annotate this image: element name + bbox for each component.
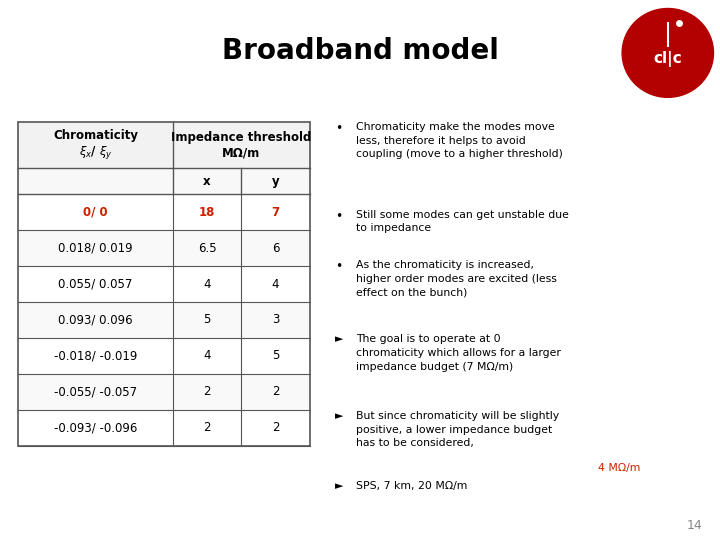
Text: 4 MΩ/m: 4 MΩ/m [598, 463, 640, 472]
Circle shape [662, 47, 674, 59]
Text: 0/ 0: 0/ 0 [83, 206, 108, 219]
Circle shape [625, 11, 711, 94]
Text: 4: 4 [203, 349, 211, 362]
Bar [18, 338, 310, 374]
Text: ►: ► [335, 334, 343, 345]
Circle shape [654, 39, 682, 66]
Text: 5: 5 [203, 314, 211, 327]
Circle shape [645, 31, 690, 75]
Circle shape [657, 43, 678, 63]
Text: CERN: CERN [25, 21, 55, 31]
Text: x: x [203, 175, 211, 188]
Text: SPS, 7 km, 20 MΩ/m: SPS, 7 km, 20 MΩ/m [356, 481, 468, 491]
Text: 7: 7 [271, 206, 279, 219]
Text: Chromaticity
$\xi_x$/ $\xi_y$: Chromaticity $\xi_x$/ $\xi_y$ [53, 129, 138, 161]
Text: Chromaticity make the modes move
less, therefore it helps to avoid
coupling (mov: Chromaticity make the modes move less, t… [356, 122, 563, 159]
Text: 6.5: 6.5 [198, 242, 216, 255]
Bar [18, 122, 310, 168]
Circle shape [629, 15, 707, 91]
Circle shape [651, 37, 685, 69]
Circle shape [656, 41, 680, 65]
Text: 4: 4 [203, 278, 211, 291]
Circle shape [639, 25, 697, 81]
Text: •: • [335, 122, 342, 136]
Circle shape [652, 38, 683, 68]
Text: 18: 18 [199, 206, 215, 219]
Text: 6: 6 [271, 242, 279, 255]
Bar [18, 194, 310, 231]
Circle shape [659, 44, 677, 62]
Text: Broadband model: Broadband model [222, 37, 498, 65]
Text: cl|c: cl|c [654, 51, 682, 66]
Bar [18, 266, 310, 302]
Circle shape [644, 29, 692, 77]
Circle shape [649, 35, 686, 71]
Text: ►: ► [335, 481, 343, 491]
Text: 0.055/ 0.057: 0.055/ 0.057 [58, 278, 132, 291]
Bar [18, 231, 310, 266]
Bar [18, 410, 310, 446]
Text: 2: 2 [271, 421, 279, 434]
Text: ►: ► [335, 411, 343, 421]
Text: 3: 3 [271, 314, 279, 327]
Text: •: • [335, 260, 342, 273]
Text: 0.093/ 0.096: 0.093/ 0.096 [58, 314, 132, 327]
Text: The goal is to operate at 0
chromaticity which allows for a larger
impedance bud: The goal is to operate at 0 chromaticity… [356, 334, 562, 372]
Circle shape [633, 19, 703, 87]
Text: 5: 5 [271, 349, 279, 362]
Bar [18, 122, 310, 446]
Text: 14: 14 [686, 519, 702, 532]
Text: -0.055/ -0.057: -0.055/ -0.057 [54, 385, 137, 398]
Circle shape [624, 10, 712, 96]
Circle shape [660, 45, 675, 60]
Circle shape [631, 17, 704, 89]
Bar [18, 374, 310, 410]
Circle shape [634, 21, 701, 85]
Text: As the chromaticity is increased,
higher order modes are excited (less
effect on: As the chromaticity is increased, higher… [356, 260, 557, 297]
Circle shape [636, 22, 700, 84]
Circle shape [663, 49, 672, 57]
Bar [18, 302, 310, 338]
Text: Impedance threshold
MΩ/m: Impedance threshold MΩ/m [171, 131, 311, 159]
Circle shape [626, 13, 709, 93]
Circle shape [640, 26, 696, 79]
Text: 2: 2 [203, 385, 211, 398]
Circle shape [647, 32, 689, 73]
Circle shape [630, 16, 706, 90]
Text: But since chromaticity will be slightly
positive, a lower impedance budget
has t: But since chromaticity will be slightly … [356, 411, 559, 448]
Circle shape [666, 51, 670, 55]
Bar [18, 168, 310, 194]
Circle shape [642, 28, 693, 78]
Text: 2: 2 [271, 385, 279, 398]
Circle shape [665, 50, 671, 56]
Text: 4: 4 [271, 278, 279, 291]
Circle shape [637, 23, 698, 83]
Text: 2: 2 [203, 421, 211, 434]
Text: -0.093/ -0.096: -0.093/ -0.096 [54, 421, 137, 434]
Circle shape [648, 33, 688, 72]
Text: 0.018/ 0.019: 0.018/ 0.019 [58, 242, 132, 255]
Text: y: y [271, 175, 279, 188]
Text: •: • [335, 210, 342, 223]
Text: -0.018/ -0.019: -0.018/ -0.019 [54, 349, 137, 362]
Circle shape [622, 9, 714, 97]
Text: Still some modes can get unstable due
to impedance: Still some modes can get unstable due to… [356, 210, 570, 233]
